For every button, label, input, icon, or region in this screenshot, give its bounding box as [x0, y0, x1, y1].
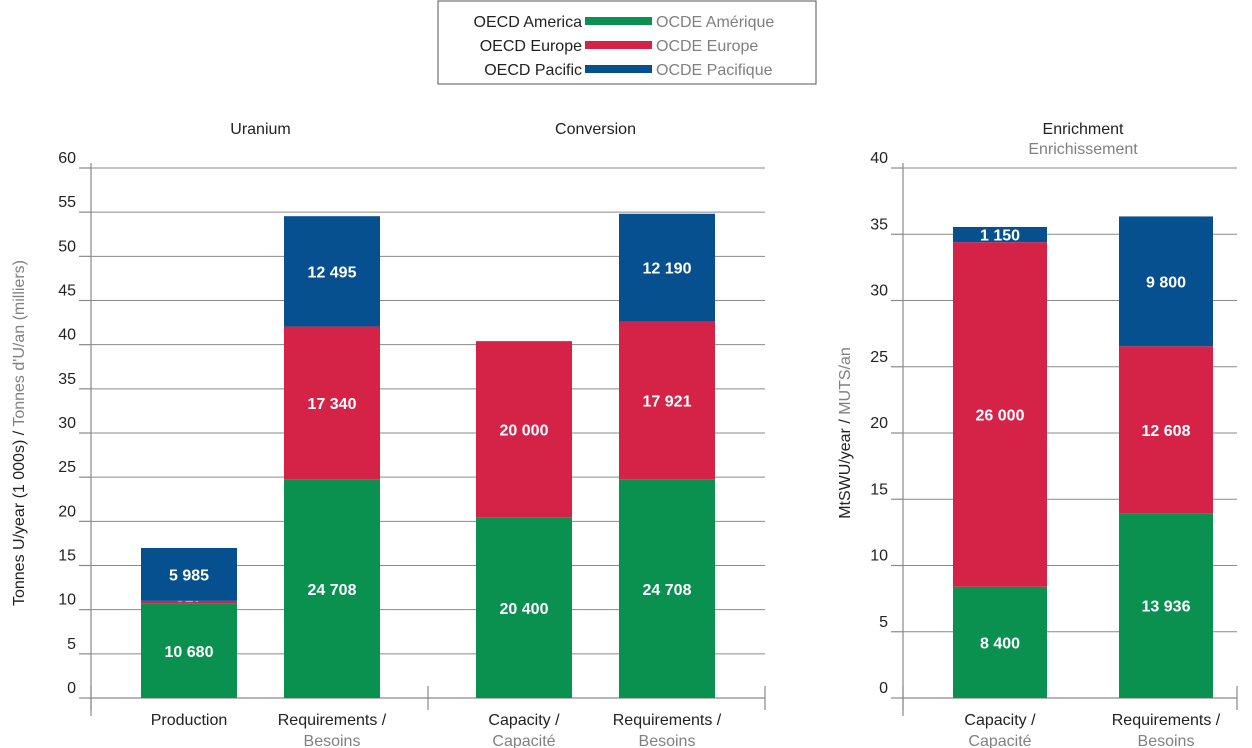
group-title: Uranium: [230, 121, 290, 138]
x-category-label-en: Capacity /: [964, 712, 1036, 729]
data-label-europe: 17 921: [643, 394, 692, 411]
x-category-label-en: Capacity /: [488, 712, 560, 729]
y-axis-label: MtSWU/year / MUTS/an: [837, 347, 854, 519]
legend-swatch-europe: [585, 41, 652, 49]
bar-segment-america: [476, 517, 572, 698]
x-category-label-en: Requirements /: [1112, 712, 1221, 729]
y-tick-label: 5: [879, 614, 888, 631]
legend-label-fr: OCDE Europe: [656, 38, 758, 55]
bar-segment-america: [284, 479, 380, 698]
y-tick-label: 15: [58, 548, 76, 565]
bar-segment-europe: [284, 326, 380, 480]
y-tick-label: 15: [870, 481, 888, 498]
y-tick-label: 55: [58, 194, 76, 211]
bar-segment-pacific: [953, 226, 1047, 243]
y-tick-label: 35: [870, 216, 888, 233]
legend-label-en: OECD Europe: [480, 38, 582, 55]
bar-segment-america: [953, 586, 1047, 698]
bar-segment-america: [1119, 513, 1213, 698]
left-chart-uranium-conversion: 0 5 10 15 20 25 30 35 40 45 50 55 60 Tonnes U/year (1…: [11, 121, 766, 748]
data-label-america: 24 708: [643, 582, 692, 599]
y-axis-label-fr: Tonnes d'U/an (milliers): [11, 260, 28, 427]
y-tick-label: 0: [67, 680, 76, 697]
bar-segment-america: [141, 603, 237, 698]
bar-segment-europe: [141, 600, 237, 604]
data-label-america: 10 680: [165, 644, 214, 661]
x-category-label-fr: Besoins: [1138, 733, 1195, 748]
data-label-europe: 26 000: [976, 407, 1025, 424]
bar-segment-pacific: [1119, 216, 1213, 347]
legend: OECD America OCDE Amérique OECD Europe OCDE…: [437, 0, 817, 85]
group-subtitle: Enrichissement: [1028, 141, 1138, 158]
y-tick-label: 20: [58, 503, 76, 520]
data-label-america: 20 400: [500, 601, 549, 618]
y-tick-label: 0: [879, 680, 888, 697]
bar-segment-america: [619, 479, 715, 698]
legend-label-en: OECD America: [474, 14, 583, 31]
x-category-label-en: Requirements /: [278, 712, 387, 729]
y-axis-label-en: Tonnes U/year (1 000s) /: [11, 427, 28, 606]
y-tick-label: 10: [870, 548, 888, 565]
data-label-pacific: 5 985: [169, 567, 209, 584]
y-tick-label: 20: [870, 415, 888, 432]
x-category-label-en: Requirements /: [613, 712, 722, 729]
bar-segment-pacific: [141, 547, 237, 601]
legend-label-fr: OCDE Amérique: [656, 14, 774, 31]
x-category-label-fr: Capacité: [968, 733, 1031, 748]
bar-segment-europe: [476, 341, 572, 518]
y-tick-label: 10: [58, 592, 76, 609]
bar-segment-europe: [1119, 346, 1213, 514]
group-title: Enrichment: [1043, 121, 1124, 138]
x-category-label-fr: Besoins: [639, 733, 696, 748]
legend-swatch-pacific: [585, 65, 652, 73]
y-axis-label-fr: MUTS/an: [837, 347, 854, 415]
y-tick-label: 25: [870, 349, 888, 366]
y-tick-label: 60: [58, 150, 76, 167]
bar-segment-pacific: [619, 213, 715, 322]
x-category-label-en: Production: [151, 712, 228, 729]
y-tick-label: 50: [58, 238, 76, 255]
data-label-pacific: 12 495: [308, 264, 357, 281]
legend-label-fr: OCDE Pacifique: [656, 62, 773, 79]
bar-segment-europe: [953, 242, 1047, 587]
data-label-america: 8 400: [980, 635, 1020, 652]
data-label-europe: 17 340: [308, 396, 357, 413]
y-tick-label: 45: [58, 283, 76, 300]
y-axis-label-en: MtSWU/year /: [837, 415, 854, 519]
data-label-europe: 12 608: [1142, 423, 1191, 440]
data-label-europe: 20 000: [500, 422, 549, 439]
y-tick-label: 30: [870, 283, 888, 300]
data-label-pacific: 9 800: [1146, 274, 1186, 291]
y-tick-label: 5: [67, 636, 76, 653]
legend-swatch-america: [585, 17, 652, 25]
group-title: Conversion: [555, 121, 636, 138]
bar-segment-europe: [619, 321, 715, 480]
y-tick-label: 40: [870, 150, 888, 167]
legend-label-en: OECD Pacific: [484, 62, 582, 79]
y-tick-label: 30: [58, 415, 76, 432]
x-category-label-fr: Besoins: [304, 733, 361, 748]
y-tick-label: 40: [58, 327, 76, 344]
y-axis-label: Tonnes U/year (1 000s) / Tonnes d'U/an (…: [11, 260, 28, 606]
right-chart-enrichment: 0 5 10 15 20 25 30 35 40 MtSWU/year / MUTS/an 8 40…: [837, 121, 1238, 748]
data-label-pacific: 12 190: [643, 261, 692, 278]
bar-segment-pacific: [284, 216, 380, 327]
y-tick-label: 35: [58, 371, 76, 388]
data-label-pacific: 1 150: [980, 228, 1020, 245]
y-tick-label: 25: [58, 459, 76, 476]
x-category-label-fr: Capacité: [492, 733, 555, 748]
data-label-america: 24 708: [308, 582, 357, 599]
data-label-america: 13 936: [1142, 599, 1191, 616]
